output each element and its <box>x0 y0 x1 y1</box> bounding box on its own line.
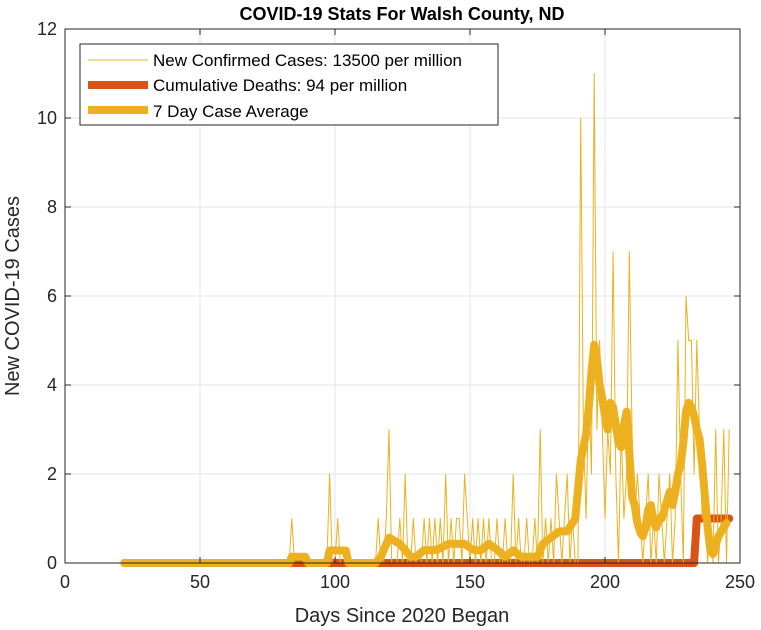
y-tick-label: 12 <box>37 19 57 39</box>
tick-labels: 0 50 100 150 200 250 0 2 4 6 8 10 12 <box>37 19 755 592</box>
x-tick-label: 250 <box>725 572 755 592</box>
y-tick-label: 8 <box>47 197 57 217</box>
legend: New Confirmed Cases: 13500 per million C… <box>79 43 499 126</box>
x-tick-label: 50 <box>190 572 210 592</box>
legend-label-7day-average: 7 Day Case Average <box>153 102 309 121</box>
x-axis-title: Days Since 2020 Began <box>295 605 510 627</box>
y-tick-label: 6 <box>47 286 57 306</box>
chart-title: COVID-19 Stats For Walsh County, ND <box>239 4 564 24</box>
legend-label-new-cases: New Confirmed Cases: 13500 per million <box>153 51 462 70</box>
x-tick-label: 100 <box>320 572 350 592</box>
x-tick-label: 0 <box>60 572 70 592</box>
x-tick-label: 150 <box>455 572 485 592</box>
y-tick-label: 2 <box>47 464 57 484</box>
legend-box <box>79 43 499 126</box>
legend-label-deaths: Cumulative Deaths: 94 per million <box>153 76 407 95</box>
y-tick-label: 4 <box>47 375 57 395</box>
ticks <box>64 28 741 564</box>
series-line-7day-average <box>120 340 731 567</box>
y-tick-label: 10 <box>37 108 57 128</box>
x-tick-label: 200 <box>590 572 620 592</box>
series-line-new-cases <box>124 73 730 564</box>
y-axis-title: New COVID-19 Cases <box>2 196 24 396</box>
y-tick-label: 0 <box>47 553 57 573</box>
